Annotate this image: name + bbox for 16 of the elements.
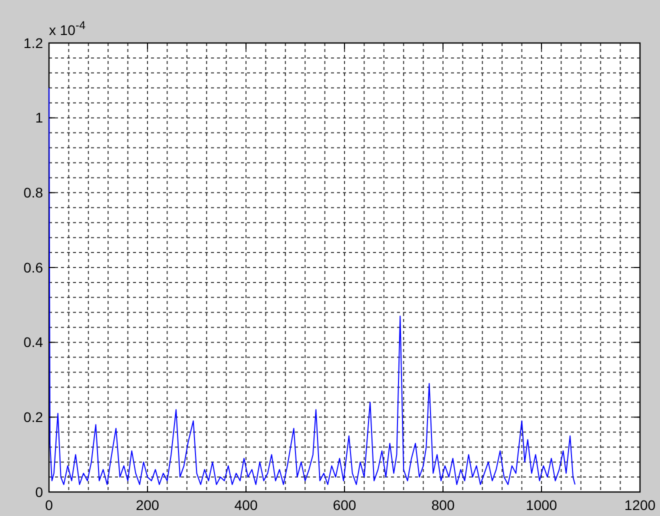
y-tick-label: 1.2	[24, 34, 44, 51]
x-tick-label: 1000	[526, 497, 558, 513]
x-tick-label: 800	[431, 497, 455, 513]
y-tick-label: 0.2	[24, 409, 44, 426]
x-tick-label: 400	[234, 497, 258, 513]
x-tick-label: 1200	[624, 497, 656, 513]
x-tick-label: 0	[45, 497, 54, 513]
text: x 10$^{-4}$	[49, 20, 86, 38]
x-tick-label: 200	[136, 497, 160, 513]
y-tick-label: 0.6	[24, 259, 44, 276]
y-tick-label: 0.4	[24, 334, 44, 350]
x-tick-label: 600	[332, 497, 356, 513]
y-tick-label: 1	[35, 110, 44, 126]
y-tick-label: 0.8	[24, 184, 44, 201]
line-series	[48, 87, 576, 486]
y-tick-label: 0	[35, 484, 44, 500]
